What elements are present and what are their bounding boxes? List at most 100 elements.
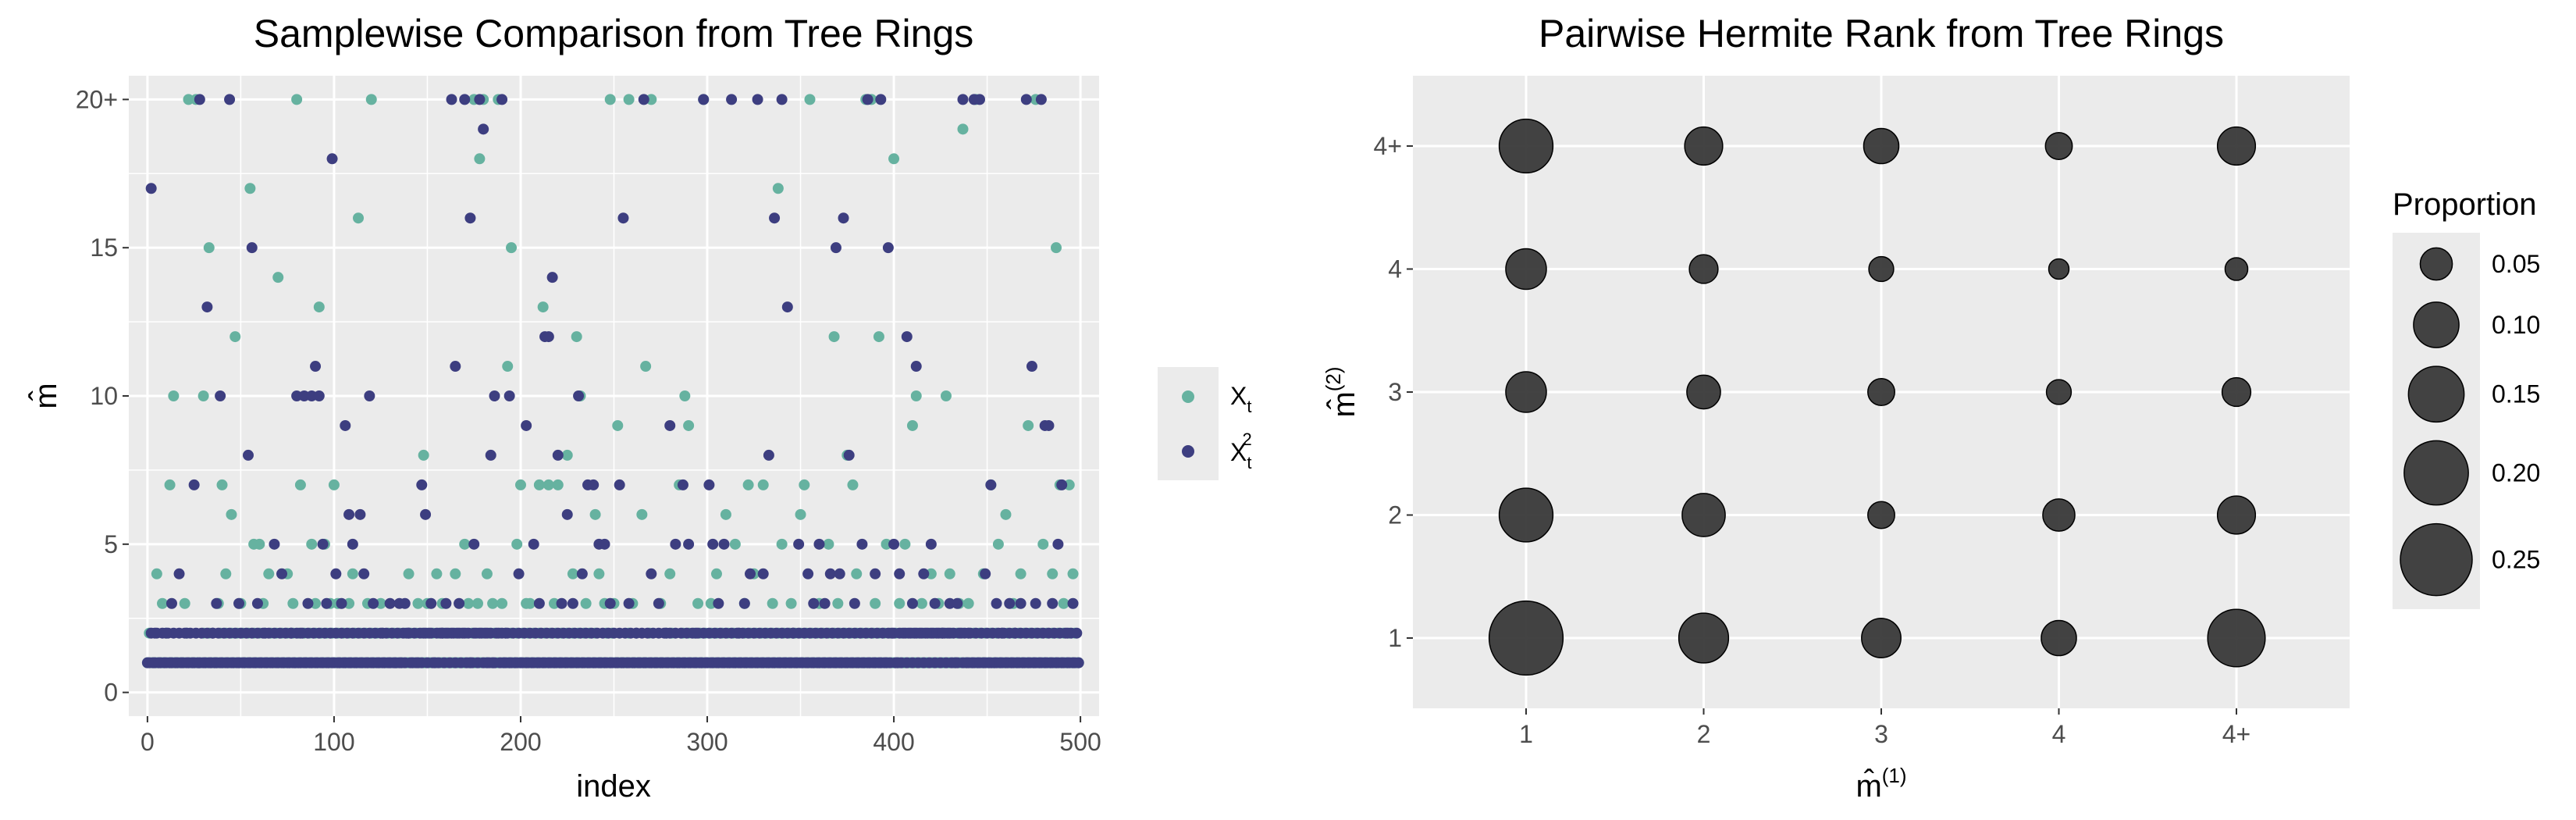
data-point [992, 538, 1004, 550]
data-point [899, 538, 911, 550]
data-point [151, 568, 162, 579]
x-tick-label: 4+ [2222, 720, 2250, 748]
bubble-point [1868, 255, 1895, 283]
data-point [1004, 597, 1016, 609]
data-point [474, 94, 486, 105]
data-point [757, 568, 769, 579]
size-legend-label: 0.20 [2492, 458, 2540, 487]
data-point [552, 449, 564, 461]
data-point [246, 242, 258, 254]
bubble-point [2045, 379, 2073, 405]
data-point [269, 538, 280, 550]
right-y-axis-label: m̂(2) [1322, 366, 1361, 417]
data-point [873, 331, 884, 343]
data-point [203, 242, 215, 254]
data-point [524, 597, 535, 609]
data-point [1015, 568, 1026, 579]
data-point [496, 94, 508, 105]
data-point [1030, 597, 1041, 609]
data-point [776, 94, 788, 105]
data-point [703, 479, 715, 490]
data-point [446, 94, 457, 105]
data-point [201, 301, 213, 313]
data-point [528, 538, 539, 550]
data-point [808, 597, 820, 609]
data-point [738, 597, 750, 609]
data-point [593, 568, 605, 579]
data-point [631, 627, 642, 639]
data-point [623, 94, 635, 105]
data-point [521, 419, 532, 431]
data-point [556, 597, 568, 609]
data-point [763, 449, 774, 461]
data-point [918, 568, 930, 579]
data-point [328, 479, 340, 490]
data-point [485, 449, 496, 461]
y-tick-label: 10 [90, 382, 118, 410]
x-tick-label: 300 [686, 728, 728, 756]
x-tick-label: 500 [1059, 728, 1101, 756]
data-point [431, 568, 443, 579]
data-point [962, 627, 974, 639]
data-point [463, 597, 475, 609]
x-tick-label: 2 [1697, 720, 1711, 748]
right-y-tick-labels: 1 2 3 4 4+ [1374, 132, 1413, 652]
data-point [503, 390, 515, 401]
data-point [287, 597, 299, 609]
data-point [254, 538, 265, 550]
x-tick-label: 400 [873, 728, 914, 756]
size-legend-key [2419, 247, 2453, 281]
data-point [537, 301, 549, 313]
data-point [752, 94, 763, 105]
data-point [546, 272, 558, 283]
data-point [188, 479, 200, 490]
data-point [940, 390, 952, 401]
data-point [849, 597, 860, 609]
data-point [420, 508, 432, 520]
data-point [713, 597, 724, 609]
data-point [916, 597, 927, 609]
data-point [321, 597, 333, 609]
data-point [690, 627, 702, 639]
data-point [194, 94, 205, 105]
bubble-point [1505, 371, 1547, 413]
data-point [910, 390, 922, 401]
bubble-point [1498, 487, 1554, 543]
data-point [710, 568, 722, 579]
legend-label-xt: Xt [1230, 382, 1251, 416]
data-point [330, 568, 342, 579]
data-point [974, 94, 986, 105]
data-point [824, 568, 836, 579]
right-x-tick-labels: 1 2 3 4 4+ [1519, 708, 2250, 748]
bubble-point [2044, 132, 2073, 160]
data-point [910, 361, 922, 373]
data-point [567, 597, 578, 609]
data-point [1020, 94, 1032, 105]
data-point [276, 568, 288, 579]
data-point [1067, 597, 1079, 609]
left-major-gridlines [129, 76, 1099, 716]
y-tick-label: 1 [1388, 624, 1402, 652]
data-point [660, 627, 672, 639]
data-point [1047, 597, 1059, 609]
data-point [664, 419, 676, 431]
data-point [313, 301, 325, 313]
data-point [347, 568, 358, 579]
data-point [244, 183, 256, 194]
data-point [834, 568, 845, 579]
data-point [604, 597, 616, 609]
data-point [197, 390, 209, 401]
data-point [1071, 627, 1083, 639]
data-point [664, 568, 676, 579]
data-point [875, 94, 887, 105]
data-point [399, 597, 411, 609]
data-point [343, 508, 355, 520]
bubble-point [2216, 495, 2257, 535]
data-point [1047, 568, 1059, 579]
data-point [937, 627, 948, 639]
data-point [580, 597, 592, 609]
data-point [906, 419, 918, 431]
y-tick-label: 0 [104, 679, 118, 707]
data-point [636, 508, 648, 520]
